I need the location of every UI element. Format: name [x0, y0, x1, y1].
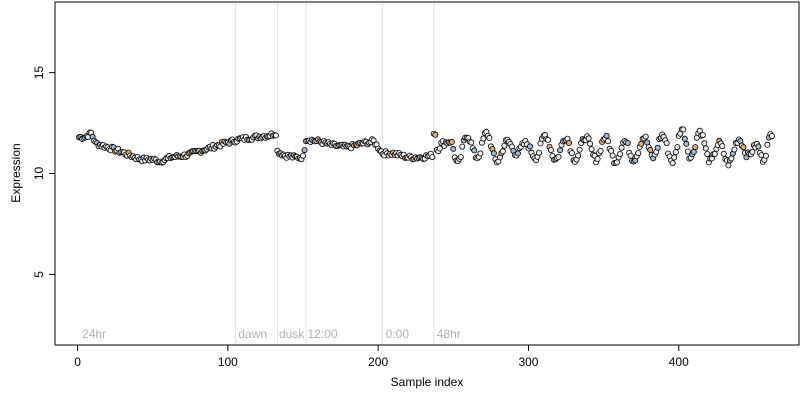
region-label-2: dusk: [279, 327, 305, 341]
region-label-0: 24hr: [82, 327, 106, 341]
data-point: [740, 144, 747, 151]
data-point: [527, 143, 534, 150]
data-point: [684, 148, 691, 155]
data-point: [609, 152, 616, 159]
region-labels: 24hr dawn dusk 12:00 0:00 48hr: [82, 327, 461, 341]
data-point: [566, 139, 573, 146]
data-point: [719, 143, 726, 150]
data-point: [588, 146, 595, 153]
data-point: [272, 132, 279, 139]
data-point: [555, 153, 562, 160]
data-point: [450, 145, 457, 152]
region-dividers: [234, 2, 435, 345]
data-point: [704, 151, 711, 158]
data-point: [618, 144, 625, 151]
data-point: [459, 143, 466, 150]
data-point: [764, 141, 771, 148]
x-axis-label: Sample index: [391, 375, 464, 389]
data-point: [672, 149, 679, 156]
data-point: [699, 132, 706, 139]
data-point: [701, 140, 708, 147]
data-point: [617, 150, 624, 157]
data-point: [576, 146, 583, 153]
region-label-3: 12:00: [308, 327, 338, 341]
region-label-4: 0:00: [386, 327, 410, 341]
data-point: [638, 140, 645, 147]
data-point: [711, 150, 718, 157]
data-point: [471, 147, 478, 154]
data-point: [605, 138, 612, 145]
data-point: [642, 133, 649, 140]
data-point: [299, 152, 306, 159]
data-point: [501, 142, 508, 149]
x-tick-label-4: 400: [669, 355, 689, 369]
data-point: [587, 140, 594, 147]
x-axis-ticks: 0 100 200 300 400: [74, 345, 689, 369]
y-axis-label: Expression: [9, 143, 23, 202]
data-point: [436, 145, 443, 152]
x-tick-label-1: 100: [218, 355, 238, 369]
data-point: [692, 144, 699, 151]
data-point: [627, 152, 634, 159]
y-axis-ticks: 5 10 15: [32, 66, 55, 278]
region-label-1: dawn: [238, 327, 267, 341]
data-point: [674, 144, 681, 151]
x-tick-label-2: 200: [368, 355, 388, 369]
axes: [54, 1, 800, 346]
data-point: [429, 154, 436, 161]
data-point: [768, 133, 775, 140]
data-point: [432, 131, 439, 138]
data-points: [76, 126, 775, 169]
data-point: [301, 147, 308, 154]
data-point: [762, 152, 769, 159]
data-point: [635, 150, 642, 157]
data-point: [683, 140, 690, 147]
data-point: [548, 147, 555, 154]
y-tick-label-1: 10: [32, 167, 46, 181]
data-point: [663, 140, 670, 147]
data-point: [728, 155, 735, 162]
data-point: [731, 146, 738, 153]
y-tick-label-2: 15: [32, 66, 46, 80]
data-point: [614, 159, 621, 166]
data-point: [680, 126, 687, 133]
data-point: [755, 143, 762, 150]
data-point: [448, 138, 455, 145]
data-point: [557, 147, 564, 154]
data-point: [594, 155, 601, 162]
data-point: [477, 150, 484, 157]
data-point: [569, 150, 576, 157]
data-point: [702, 145, 709, 152]
data-point: [597, 147, 604, 154]
data-point: [603, 132, 610, 139]
y-tick-label-0: 5: [32, 271, 46, 278]
data-point: [654, 144, 661, 151]
data-point: [468, 139, 475, 146]
data-point: [720, 150, 727, 157]
plot-box: [54, 1, 800, 346]
data-point: [536, 149, 543, 156]
data-point: [499, 148, 506, 155]
data-point: [681, 135, 688, 142]
data-point: [486, 134, 493, 141]
data-point: [669, 160, 676, 167]
x-tick-label-0: 0: [74, 355, 81, 369]
data-point: [725, 162, 732, 169]
x-tick-label-3: 300: [518, 355, 538, 369]
data-point: [490, 150, 497, 157]
data-point: [749, 148, 756, 155]
data-point: [647, 146, 654, 153]
data-point: [457, 154, 464, 161]
data-point: [575, 152, 582, 159]
data-point: [480, 135, 487, 142]
data-point: [545, 136, 552, 143]
data-point: [671, 154, 678, 161]
data-point: [585, 135, 592, 142]
data-point: [624, 140, 631, 147]
region-label-5: 48hr: [437, 327, 461, 341]
data-point: [514, 150, 521, 157]
